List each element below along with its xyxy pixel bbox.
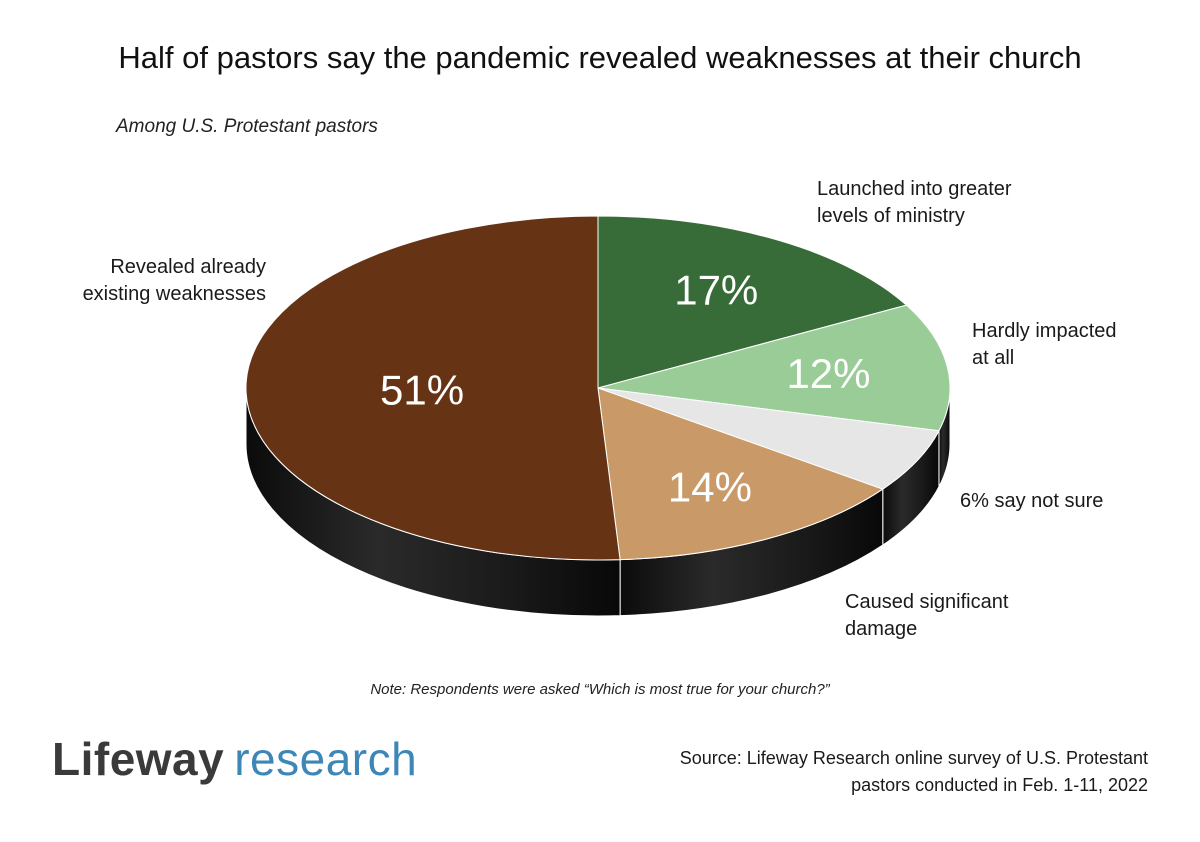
pie-slice-damage <box>597 387 884 561</box>
pie-slice-revealed <box>245 215 621 561</box>
slice-label-revealed-weaknesses: Revealed already existing weaknesses <box>82 256 266 305</box>
value-label-damage: 14% <box>668 463 752 510</box>
logo-word-research: research <box>234 733 418 785</box>
source-line-1: Source: Lifeway Research online survey o… <box>679 748 1148 768</box>
pie-tops <box>245 215 951 561</box>
value-label-hardly: 12% <box>786 350 870 397</box>
source-line-2: pastors conducted in Feb. 1-11, 2022 <box>851 775 1148 795</box>
logo-word-lifeway: Lifeway <box>52 733 225 785</box>
chart-title: Half of pastors say the pandemic reveale… <box>118 40 1082 75</box>
slice-label-not-sure: 6% say not sure <box>960 490 1104 512</box>
pie-value-labels: 17% 12% 14% 51% <box>380 266 870 510</box>
chart-subtitle: Among U.S. Protestant pastors <box>116 116 378 137</box>
value-label-revealed: 51% <box>380 367 464 414</box>
pie-slice-hardly <box>597 304 951 432</box>
pie-slice-launched <box>597 215 908 389</box>
pie-slice-notsure <box>597 387 940 490</box>
pie-sides <box>245 387 951 617</box>
lifeway-research-logo: Lifeway research <box>52 732 417 786</box>
value-label-launched: 17% <box>674 266 758 313</box>
slice-label-significant-damage: Caused significant damage <box>845 591 1009 640</box>
slice-label-launched: Launched into greater levels of ministry <box>817 178 1012 227</box>
source-credit: Source: Lifeway Research online survey o… <box>680 745 1148 799</box>
slice-label-hardly-impacted: Hardly impacted at all <box>972 320 1117 369</box>
survey-note: Note: Respondents were asked “Which is m… <box>370 681 830 698</box>
